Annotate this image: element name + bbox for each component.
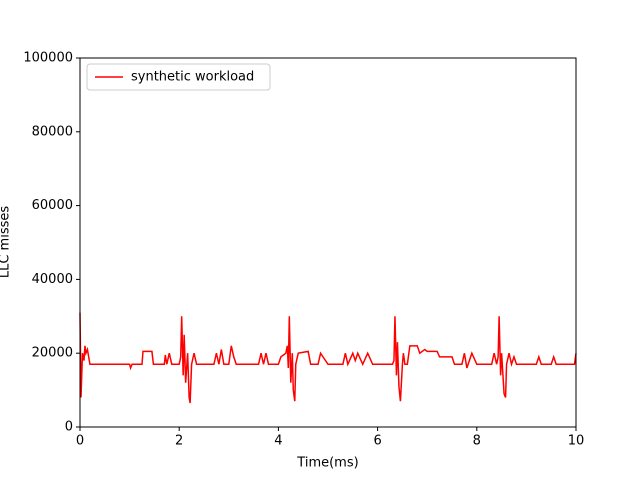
y-axis-label: LLC misses — [0, 206, 13, 279]
x-tick-label: 10 — [568, 434, 585, 449]
y-tick-label: 20000 — [32, 346, 73, 361]
x-tick-label: 6 — [373, 434, 381, 449]
x-tick-label: 4 — [274, 434, 282, 449]
x-axis-label: Time(ms) — [296, 456, 358, 471]
y-tick-label: 60000 — [32, 198, 73, 213]
axes-frame — [79, 57, 577, 428]
y-tick-label: 100000 — [23, 51, 73, 66]
y-tick-label: 80000 — [32, 124, 73, 139]
y-tick-label: 40000 — [32, 272, 73, 287]
x-tick-label: 2 — [175, 434, 183, 449]
legend-label: synthetic workload — [131, 70, 254, 85]
line — [79, 312, 577, 404]
y-tick-label: 0 — [65, 420, 73, 435]
x-tick-label: 0 — [76, 434, 84, 449]
x-tick-label: 8 — [473, 434, 481, 449]
legend-box — [86, 63, 271, 91]
